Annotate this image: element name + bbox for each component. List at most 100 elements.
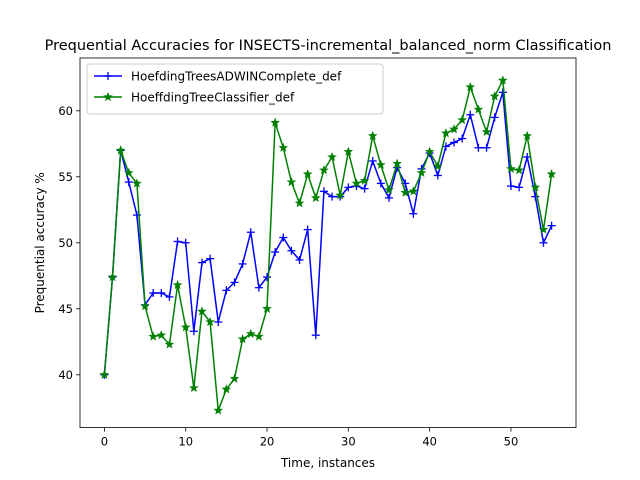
data-point xyxy=(490,113,499,122)
data-point xyxy=(384,193,393,202)
data-point xyxy=(539,238,548,247)
data-point xyxy=(368,156,377,165)
data-point xyxy=(245,328,256,338)
data-point xyxy=(205,316,215,327)
data-point xyxy=(213,405,224,415)
y-tick-label: 45 xyxy=(58,302,73,316)
legend: HoefdingTreesADWINComplete_def Hoeffding… xyxy=(86,63,384,115)
data-point xyxy=(441,128,451,138)
data-point xyxy=(343,146,354,156)
data-point xyxy=(376,159,386,169)
data-point xyxy=(547,221,556,230)
y-axis-label: Prequential accuracy % xyxy=(33,172,47,313)
data-point xyxy=(367,130,378,140)
data-point xyxy=(263,273,272,282)
series-line-2 xyxy=(103,79,553,412)
data-point xyxy=(481,126,492,136)
y-tick-label: 55 xyxy=(58,170,73,184)
legend-star-marker-icon xyxy=(103,91,113,102)
data-point xyxy=(237,334,248,344)
data-point xyxy=(140,301,150,311)
data-point xyxy=(181,238,190,247)
legend-plus-marker-icon xyxy=(104,72,112,80)
data-point xyxy=(408,186,419,196)
data-point xyxy=(230,278,239,287)
data-point xyxy=(522,130,533,140)
data-point xyxy=(156,330,167,340)
data-point xyxy=(515,183,524,192)
data-point xyxy=(498,88,507,97)
data-point xyxy=(278,142,289,152)
data-point xyxy=(546,169,557,179)
series-markers-2 xyxy=(99,75,557,415)
series-layer xyxy=(99,75,557,415)
data-point xyxy=(311,331,320,340)
x-axis-label: Time, instances xyxy=(280,456,375,470)
data-point xyxy=(149,288,158,297)
data-point xyxy=(376,179,385,188)
data-point xyxy=(538,224,549,234)
x-tick-label: 10 xyxy=(178,435,193,449)
data-point xyxy=(335,190,345,200)
star-marker-icon xyxy=(103,91,113,102)
data-point xyxy=(359,175,370,185)
data-point xyxy=(303,225,312,234)
data-point xyxy=(530,182,541,192)
data-point xyxy=(489,91,500,101)
data-point xyxy=(286,177,297,187)
data-point xyxy=(328,192,337,201)
data-point xyxy=(254,331,264,341)
legend-label-series-1: HoefdingTreesADWINComplete_def xyxy=(131,70,342,84)
y-tick-label: 60 xyxy=(58,104,73,118)
data-point xyxy=(531,192,540,201)
data-point xyxy=(450,138,459,147)
data-point xyxy=(287,246,296,255)
x-tick-label: 50 xyxy=(504,435,519,449)
data-point xyxy=(279,233,288,242)
x-tick-label: 40 xyxy=(422,435,437,449)
data-point xyxy=(498,75,508,85)
x-tick-label: 30 xyxy=(341,435,356,449)
data-point xyxy=(474,143,483,152)
legend-box xyxy=(86,63,384,115)
data-point xyxy=(294,198,305,208)
data-point xyxy=(124,178,133,187)
data-point xyxy=(189,327,198,336)
x-tick-label: 0 xyxy=(101,435,108,449)
data-point xyxy=(246,228,255,237)
x-axis-ticks: 0 10 20 30 40 50 xyxy=(101,427,519,449)
data-point xyxy=(465,82,476,92)
data-point xyxy=(206,254,215,263)
data-point xyxy=(197,306,207,316)
data-point xyxy=(344,183,353,192)
data-point xyxy=(221,384,232,394)
data-point xyxy=(319,165,329,175)
data-point xyxy=(466,110,475,119)
data-point xyxy=(400,187,411,197)
data-point xyxy=(311,192,321,202)
data-point xyxy=(351,178,362,188)
data-point xyxy=(262,303,272,313)
data-point xyxy=(506,182,515,191)
data-point xyxy=(157,288,166,297)
data-point xyxy=(473,104,484,114)
data-point xyxy=(271,248,280,257)
data-point xyxy=(115,145,126,155)
data-point xyxy=(416,167,427,177)
data-point xyxy=(254,283,263,292)
data-point xyxy=(148,331,158,341)
data-point xyxy=(384,184,394,195)
data-point xyxy=(132,178,142,188)
data-point xyxy=(229,373,240,383)
data-point xyxy=(123,167,134,177)
data-point xyxy=(302,169,313,179)
data-point xyxy=(295,255,304,264)
data-point xyxy=(433,171,442,180)
data-point xyxy=(457,115,467,125)
data-point xyxy=(197,258,206,267)
data-point xyxy=(409,209,418,218)
data-point xyxy=(214,318,223,326)
data-point xyxy=(180,322,191,332)
data-point xyxy=(107,272,118,282)
